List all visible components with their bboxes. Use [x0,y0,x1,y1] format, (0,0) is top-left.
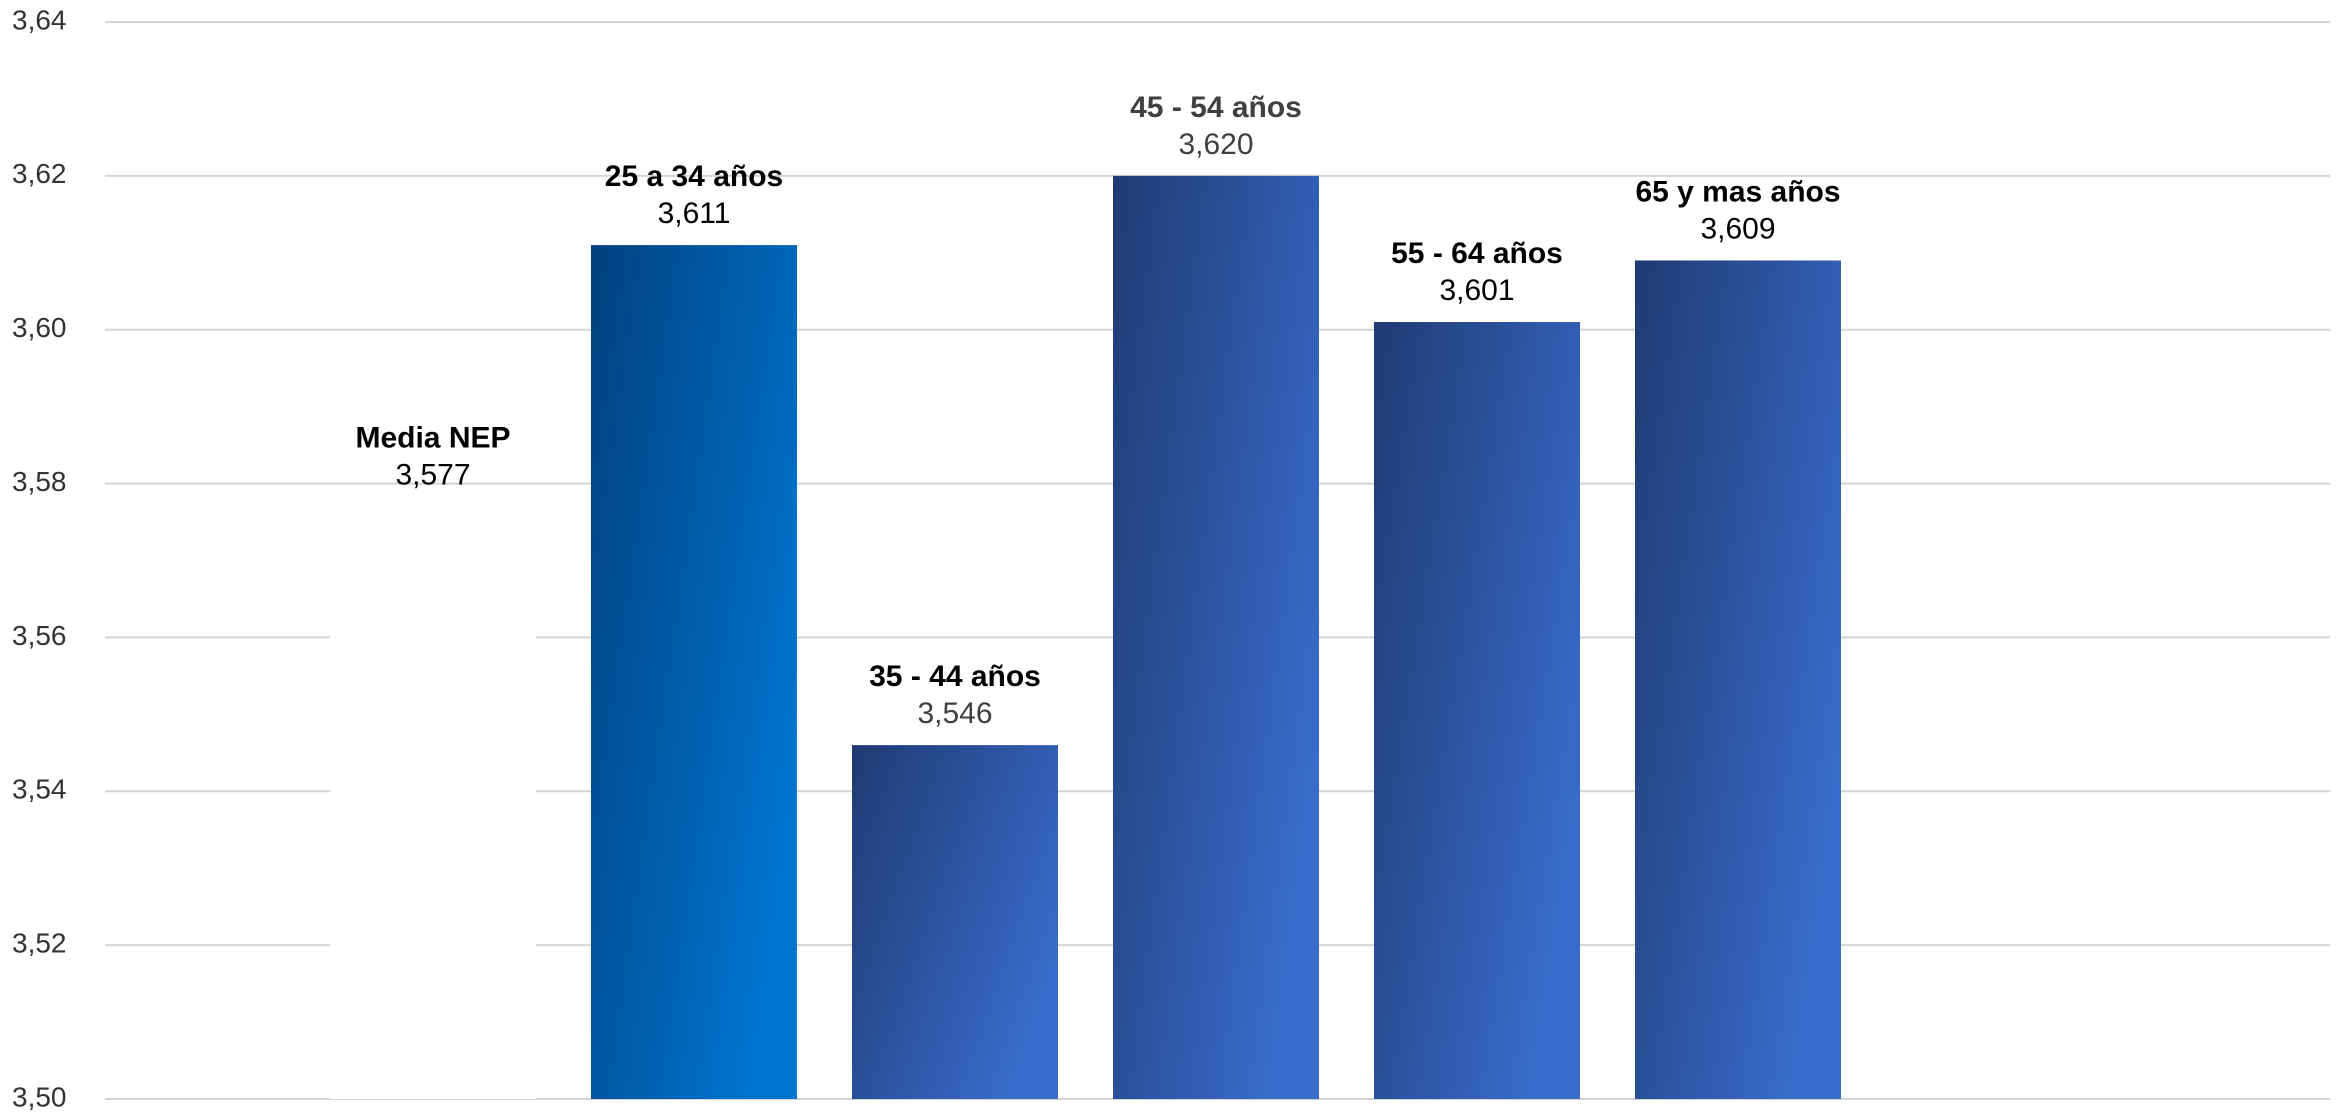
value-label: 3,601 [1439,274,1514,307]
value-label: 3,577 [395,459,470,492]
bar [591,245,797,1100]
category-label: 55 - 64 años [1391,237,1563,270]
value-label: 3,546 [917,697,992,730]
bar [1374,322,1580,1099]
category-label: 35 - 44 años [869,660,1041,693]
y-tick-label: 3,58 [12,466,67,497]
category-label: Media NEP [355,422,510,455]
category-label: 65 y mas años [1635,175,1840,208]
y-tick-label: 3,54 [12,774,67,805]
value-label: 3,609 [1700,212,1775,245]
category-label: 25 a 34 años [605,160,783,193]
bar [1635,260,1841,1099]
bar [330,506,536,1099]
value-label: 3,611 [658,197,731,230]
y-tick-label: 3,56 [12,620,67,651]
y-tick-label: 3,52 [12,928,67,959]
y-tick-label: 3,64 [12,4,67,35]
y-tick-label: 3,50 [12,1081,67,1112]
y-tick-label: 3,62 [12,158,67,189]
value-label: 3,620 [1178,128,1253,161]
y-tick-label: 3,60 [12,312,67,343]
bar [852,745,1058,1099]
category-label: 45 - 54 años [1130,91,1302,124]
bar [1113,175,1319,1099]
